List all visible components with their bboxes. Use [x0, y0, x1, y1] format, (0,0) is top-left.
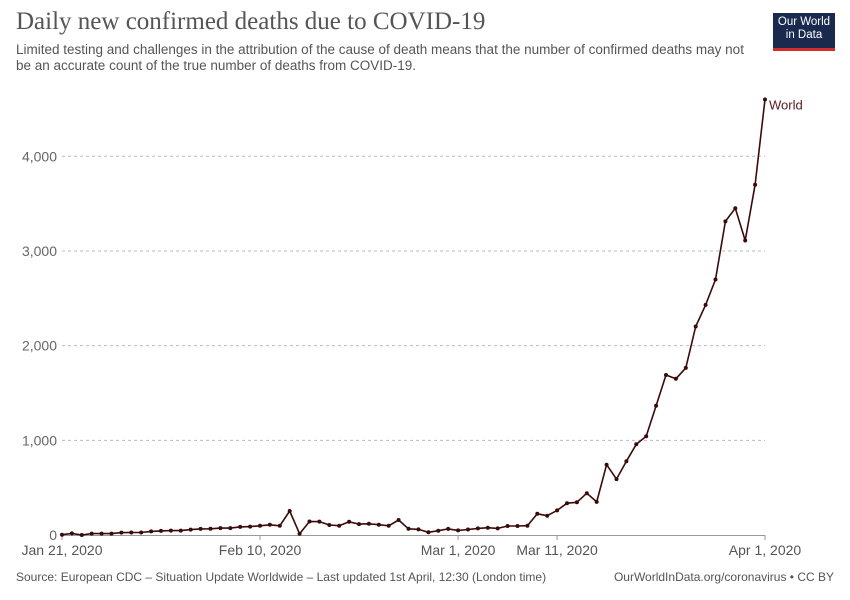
data-point: [495, 526, 500, 531]
data-point: [347, 519, 352, 524]
data-point: [584, 491, 589, 496]
y-tick-label: 4,000: [22, 148, 57, 164]
series-label: World: [769, 97, 803, 112]
data-point: [416, 527, 421, 532]
data-point: [555, 508, 560, 513]
chart-title: Daily new confirmed deaths due to COVID-…: [16, 8, 486, 35]
data-point: [208, 526, 213, 531]
data-point: [376, 522, 381, 527]
data-point: [446, 526, 451, 531]
y-tick-label: 1,000: [22, 432, 57, 448]
data-point: [198, 526, 203, 531]
data-point: [426, 530, 431, 535]
data-point: [89, 531, 94, 536]
data-point: [406, 526, 411, 531]
data-point: [574, 500, 579, 505]
data-point: [485, 525, 490, 530]
credit-link[interactable]: OurWorldInData.org/coronavirus • CC BY: [613, 570, 834, 584]
data-point: [258, 523, 262, 528]
data-point: [604, 462, 609, 467]
data-point: [396, 518, 401, 522]
y-tick-label: 0: [49, 527, 57, 543]
data-point: [317, 519, 322, 524]
data-point: [565, 501, 569, 506]
series-layer: World: [60, 97, 803, 537]
data-point: [60, 532, 64, 537]
owid-logo[interactable]: Our World in Data: [773, 13, 835, 51]
data-point: [188, 527, 193, 532]
data-point: [366, 521, 371, 526]
data-point: [178, 528, 183, 533]
x-tick-label: Apr 1, 2020: [729, 542, 802, 558]
data-point: [386, 523, 391, 528]
data-point: [673, 376, 678, 381]
data-point: [545, 513, 550, 518]
data-point: [515, 524, 520, 528]
data-point: [436, 528, 441, 533]
data-point: [337, 523, 342, 528]
data-point: [109, 531, 114, 536]
x-tick-label: Mar 1, 2020: [421, 542, 496, 558]
data-point: [297, 531, 302, 536]
data-point: [723, 219, 728, 224]
data-point: [733, 206, 738, 211]
data-point: [287, 509, 292, 513]
data-point: [149, 529, 154, 534]
data-point: [634, 442, 639, 447]
data-point: [69, 531, 74, 536]
data-point: [99, 531, 104, 536]
data-point: [357, 522, 361, 527]
data-point: [644, 434, 649, 439]
data-point: [703, 302, 708, 307]
data-point: [505, 524, 510, 528]
logo-text-line2: in Data: [785, 29, 823, 41]
source-note: Source: European CDC – Situation Update …: [16, 570, 547, 584]
y-tick-label: 3,000: [22, 243, 57, 259]
x-axis: Jan 21, 2020 Feb 10, 2020 Mar 1, 2020 Mar 1…: [22, 535, 802, 558]
data-point: [456, 528, 461, 533]
data-point: [277, 523, 282, 528]
data-point: [159, 528, 163, 533]
data-point: [307, 519, 312, 524]
data-point: [624, 459, 629, 464]
chart-subtitle: Limited testing and challenges in the at…: [16, 42, 744, 73]
data-point: [327, 523, 332, 527]
data-point: [594, 499, 599, 504]
data-point: [664, 373, 668, 377]
data-point: [535, 511, 540, 516]
data-point: [763, 97, 767, 102]
data-point: [654, 403, 659, 408]
data-point: [693, 324, 698, 329]
logo-text-line1: Our World: [777, 16, 831, 28]
y-axis: 0 1,000 2,000 3,000 4,000: [22, 148, 57, 543]
data-point: [139, 530, 144, 535]
data-point: [218, 526, 223, 531]
data-point: [119, 530, 124, 535]
data-point: [238, 524, 243, 529]
y-tick-label: 2,000: [22, 338, 57, 354]
data-point: [79, 533, 84, 537]
data-point: [129, 530, 134, 535]
data-point: [248, 524, 253, 529]
data-point: [228, 526, 233, 531]
data-point: [743, 238, 748, 243]
data-point: [713, 277, 718, 282]
data-point: [267, 522, 272, 527]
x-tick-label: Jan 21, 2020: [22, 542, 103, 558]
grid-layer: [62, 155, 765, 441]
data-point: [168, 528, 173, 533]
data-point: [525, 523, 530, 528]
x-tick-label: Feb 10, 2020: [219, 542, 302, 558]
data-point: [475, 526, 480, 531]
x-tick-label: Mar 11, 2020: [516, 542, 598, 558]
series-line: [61, 99, 766, 536]
data-point: [614, 477, 619, 482]
data-point: [466, 527, 470, 532]
data-point: [683, 365, 688, 370]
data-point: [753, 182, 758, 187]
